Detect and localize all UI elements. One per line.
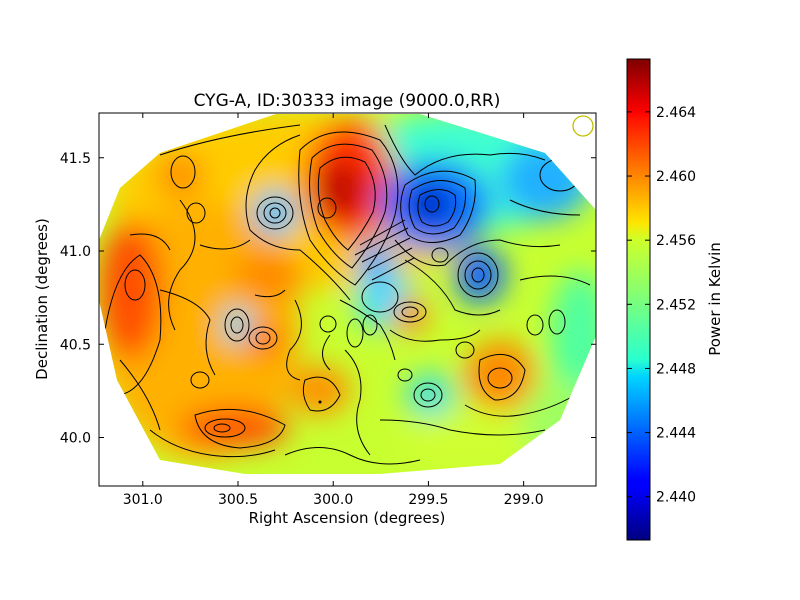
colorbar-tick-label: 2.460 [656, 169, 696, 185]
x-tick-label: 300.5 [218, 492, 258, 508]
colorbar-tick-label: 2.444 [656, 426, 696, 442]
y-tick-label: 41.5 [60, 151, 91, 167]
chart-title: CYG-A, ID:30333 image (9000.0,RR) [194, 91, 501, 111]
x-axis-ticks: 301.0 300.5 300.0 299.5 299.0 [123, 113, 544, 508]
colorbar-tick-label: 2.448 [656, 361, 696, 377]
beam-marker [572, 115, 594, 137]
colorbar-tick-label: 2.456 [656, 233, 696, 249]
heatmap-image [99, 114, 596, 474]
colorbar-tick-label: 2.464 [656, 105, 696, 121]
colorbar-ticks: 2.440 2.444 2.448 2.452 2.456 2.460 2.464 [627, 105, 696, 506]
colorbar [626, 58, 651, 541]
plot-frame [98, 112, 597, 487]
x-tick-label: 299.5 [408, 492, 448, 508]
y-tick-label: 41.0 [60, 244, 91, 260]
y-axis-label: Declination (degrees) [33, 218, 51, 380]
y-tick-label: 40.0 [60, 431, 91, 447]
y-tick-label: 40.5 [60, 337, 91, 353]
x-tick-label: 301.0 [123, 492, 163, 508]
x-tick-label: 300.0 [313, 492, 353, 508]
x-tick-label: 299.0 [504, 492, 544, 508]
x-axis-label: Right Ascension (degrees) [249, 509, 446, 527]
colorbar-tick-label: 2.440 [656, 490, 696, 506]
colorbar-tick-label: 2.452 [656, 297, 696, 313]
y-axis-ticks: 40.0 40.5 41.0 41.5 [60, 151, 596, 447]
colorbar-label: Power in Kelvin [706, 242, 724, 356]
